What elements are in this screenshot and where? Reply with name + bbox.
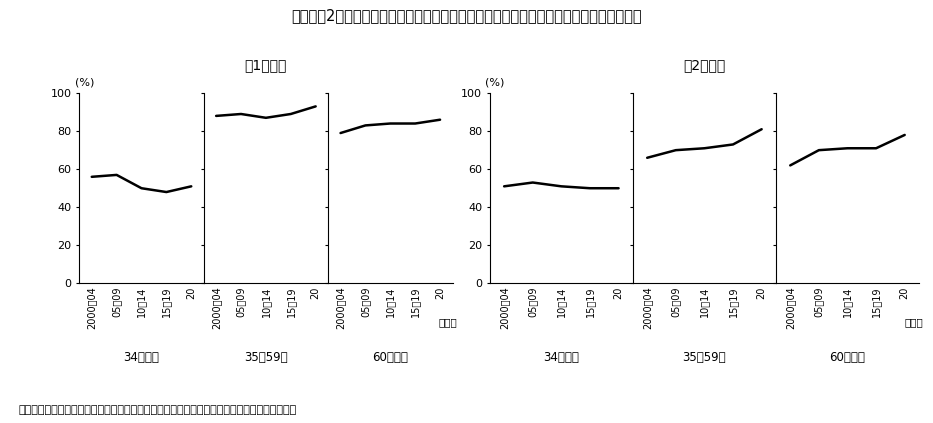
Text: 34歳以下: 34歳以下 bbox=[123, 351, 160, 364]
Text: 資料出所　厚生労働省「雇用動向調査」をもとに厚生労働省政策統括官付政策統括室にて作成: 資料出所 厚生労働省「雇用動向調査」をもとに厚生労働省政策統括官付政策統括室にて… bbox=[19, 404, 297, 415]
Text: （年）: （年） bbox=[439, 317, 457, 327]
Text: 35～59歳: 35～59歳 bbox=[244, 351, 287, 364]
Text: （2）女性: （2）女性 bbox=[683, 58, 726, 72]
Text: 34歳以下: 34歳以下 bbox=[543, 351, 579, 364]
Text: （1）男性: （1）男性 bbox=[244, 58, 287, 72]
Text: (%): (%) bbox=[75, 78, 94, 88]
Text: 付２－（2）－１図　男女別・年齢階級別にみた入職者に占める転職入職者の割合の推移: 付２－（2）－１図 男女別・年齢階級別にみた入職者に占める転職入職者の割合の推移 bbox=[291, 8, 642, 23]
Text: 60歳以上: 60歳以上 bbox=[372, 351, 409, 364]
Text: （年）: （年） bbox=[905, 317, 924, 327]
Text: 35～59歳: 35～59歳 bbox=[683, 351, 726, 364]
Text: (%): (%) bbox=[485, 78, 505, 88]
Text: 60歳以上: 60歳以上 bbox=[829, 351, 866, 364]
